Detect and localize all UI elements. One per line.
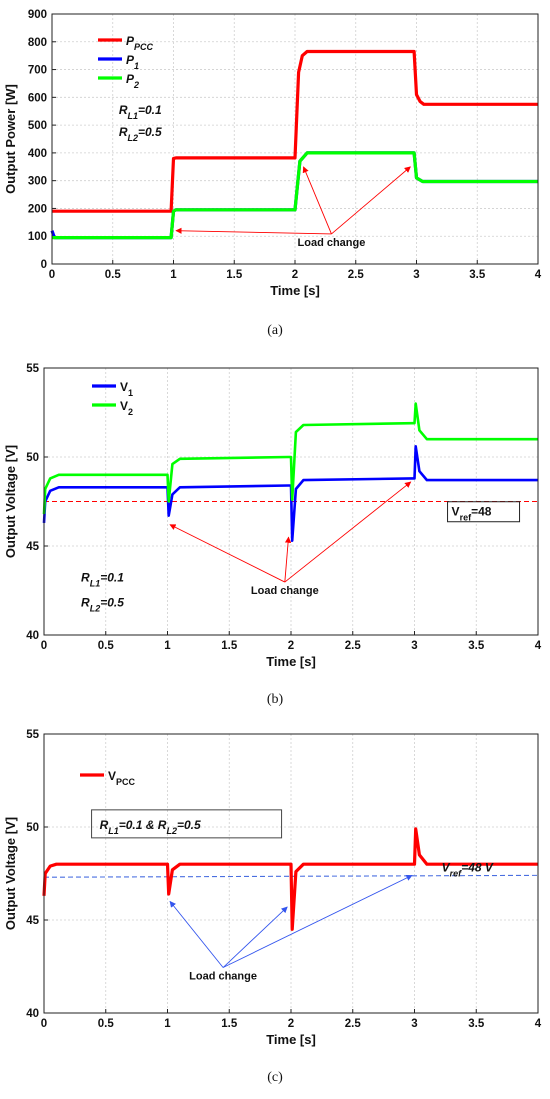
y-tick-label: 0 [41, 259, 47, 271]
y-tick-label: 800 [28, 37, 47, 49]
reference-label: Vref=48 V [442, 861, 494, 879]
y-tick-label: 300 [28, 176, 47, 188]
x-tick-label: 1 [170, 269, 177, 281]
x-tick-label: 0.5 [98, 640, 115, 652]
y-tick-label: 50 [26, 822, 39, 834]
x-tick-label: 2 [288, 640, 294, 652]
plot-frame [43, 733, 539, 1014]
parameter-label: RL1=0.1 [81, 571, 124, 589]
x-tick-label: 0.5 [105, 269, 122, 281]
x-tick-label: 3.5 [468, 640, 485, 652]
series-line-v-2 [42, 402, 538, 515]
annotation-arrow [284, 481, 412, 583]
legend-entry: PPCC [126, 34, 154, 52]
x-tick-label: 2 [292, 269, 298, 281]
x-tick-label: 2.5 [345, 640, 362, 652]
y-tick-label: 50 [26, 452, 39, 464]
y-tick-label: 600 [28, 92, 47, 104]
legend: VPCC [80, 769, 136, 787]
x-tick-label: 0.5 [98, 1018, 115, 1030]
x-tick-label: 4 [535, 1018, 542, 1030]
x-axis-label: Time [s] [266, 654, 316, 669]
x-axis-label: Time [s] [270, 283, 320, 298]
x-tick-label: 3.5 [469, 269, 486, 281]
series-line-p-pcc [52, 49, 538, 213]
legend-entry: V2 [120, 399, 133, 417]
reference-label: Vref=48 [452, 505, 492, 523]
annotation-label: Load change [251, 585, 319, 597]
parameter-box [91, 809, 283, 839]
x-tick-label: 1.5 [226, 269, 243, 281]
annotation-arrow [175, 227, 332, 235]
x-tick-label: 0 [41, 640, 47, 652]
y-tick-label: 100 [28, 231, 47, 243]
legend-entry: P2 [126, 72, 139, 90]
plot-frame [43, 367, 539, 636]
panel-label: (c) [267, 1070, 283, 1085]
annotation-arrow [222, 874, 413, 968]
y-axis-label: Output Voltage [V] [3, 445, 18, 558]
legend-entry: P1 [126, 53, 139, 71]
legend-entry: VPCC [108, 769, 136, 787]
x-tick-label: 4 [535, 640, 542, 652]
x-tick-label: 2 [288, 1018, 294, 1030]
chart-panel-1: 0 0.5 1 1.5 2 2.5 3 3.5 4 0 100 200 300 400 500 600 700 8… [3, 9, 542, 338]
y-tick-label: 900 [28, 9, 47, 21]
x-tick-label: 1 [164, 640, 171, 652]
series-line-v-pcc [42, 827, 538, 931]
annotation-arrow [302, 166, 332, 235]
chart-panel-2: 0 0.5 1 1.5 2 2.5 3 3.5 4 40 45 50 55 Time [s] Output … [3, 363, 542, 707]
y-tick-label: 45 [26, 915, 39, 927]
plot-frame [51, 13, 539, 265]
y-tick-label: 55 [26, 363, 39, 375]
reference-label-box [447, 501, 521, 523]
y-tick-label: 40 [26, 1008, 39, 1020]
panel-label: (a) [267, 323, 283, 338]
x-tick-label: 1 [164, 1018, 171, 1030]
x-tick-label: 3 [411, 640, 417, 652]
x-tick-label: 4 [535, 269, 542, 281]
series-line-v-1 [42, 445, 538, 542]
annotation-arrow [169, 900, 224, 968]
y-tick-label: 55 [26, 729, 39, 741]
x-tick-label: 1.5 [221, 1018, 238, 1030]
annotation-arrow [222, 906, 288, 968]
x-tick-label: 2.5 [348, 269, 365, 281]
x-tick-label: 3.5 [468, 1018, 485, 1030]
annotation-label: Load change [189, 971, 257, 983]
parameter-label: RL1=0.1 & RL2=0.5 [100, 818, 201, 836]
series-line-p-2 [52, 151, 538, 240]
x-tick-label: 2.5 [345, 1018, 362, 1030]
x-tick-label: 0 [41, 1018, 47, 1030]
parameter-label: RL2=0.5 [119, 125, 162, 143]
x-tick-label: 3 [411, 1018, 417, 1030]
chart-panel-3: 0 0.5 1 1.5 2 2.5 3 3.5 4 40 45 50 55 Time [s] Output … [3, 729, 542, 1085]
reference-line [43, 874, 539, 878]
y-tick-label: 500 [28, 120, 47, 132]
x-tick-label: 1.5 [221, 640, 238, 652]
annotation-arrow [284, 536, 292, 583]
y-tick-label: 200 [28, 203, 47, 215]
y-tick-label: 400 [28, 148, 47, 160]
y-tick-label: 700 [28, 65, 47, 77]
parameter-label: RL1=0.1 [119, 103, 162, 121]
annotation-arrow [331, 166, 411, 235]
x-tick-label: 3 [413, 269, 419, 281]
y-tick-label: 40 [26, 630, 39, 642]
legend-entry: V1 [120, 380, 133, 398]
y-axis-label: Output Voltage [V] [3, 817, 18, 930]
parameter-label: RL2=0.5 [81, 596, 124, 614]
y-axis-label: Output Power [W] [3, 84, 18, 194]
annotation-arrow [169, 524, 286, 583]
x-axis-label: Time [s] [266, 1032, 316, 1047]
panel-label: (b) [267, 692, 284, 707]
annotation-label: Load change [298, 237, 366, 249]
y-tick-label: 45 [26, 541, 39, 553]
x-tick-label: 0 [49, 269, 55, 281]
